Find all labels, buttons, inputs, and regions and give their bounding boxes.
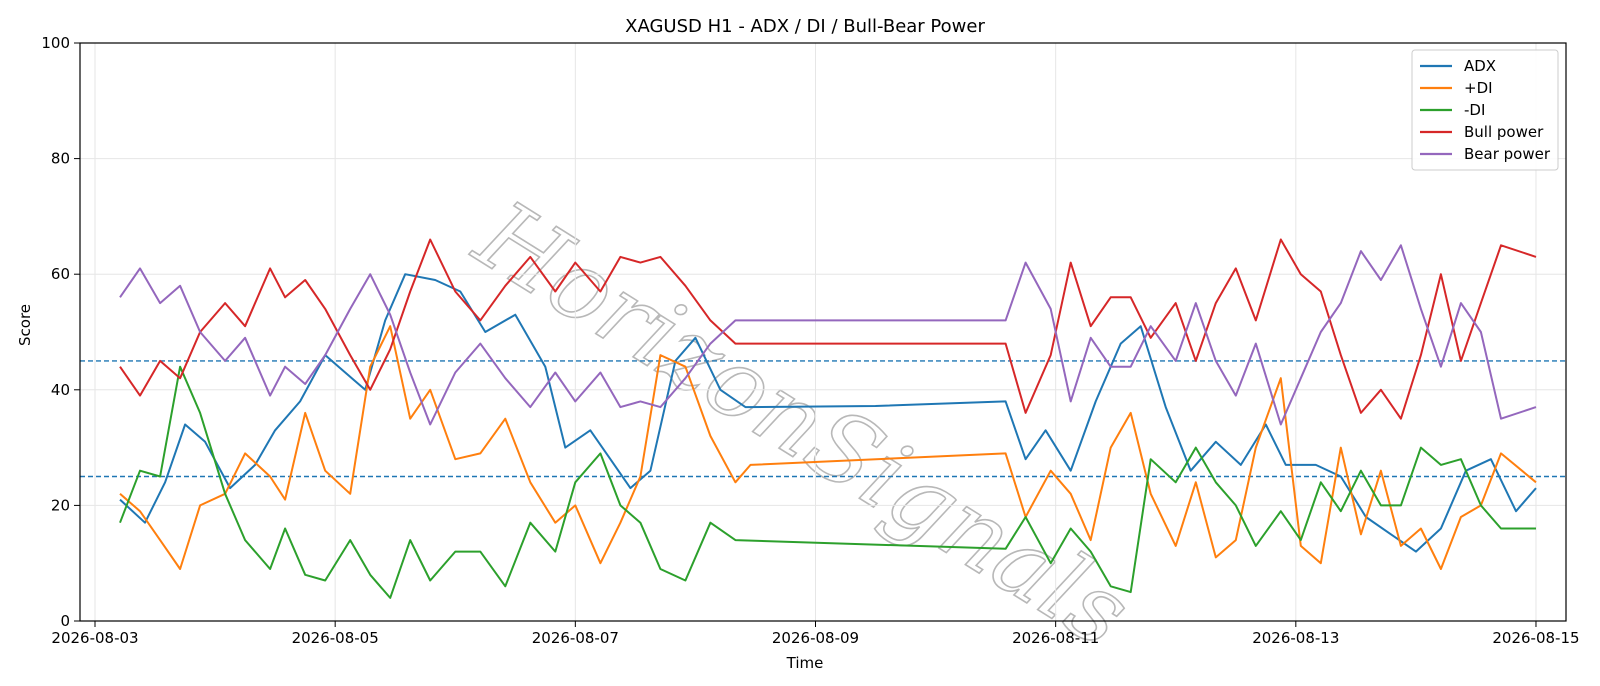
y-tick-label: 40 [51,381,70,399]
x-tick-label: 2026-08-15 [1492,629,1579,647]
grid [80,42,1566,622]
legend: ADX +DI -DI Bull power Bear power [1411,49,1559,171]
y-tick-label: 20 [51,496,70,514]
plot-area [79,42,1567,622]
x-tick-label: 2026-08-03 [51,629,138,647]
legend-label: ADX [1464,57,1496,75]
series-line-di [119,365,1536,599]
legend-label: Bear power [1464,145,1551,163]
series-line-bear-power [119,244,1537,426]
x-tick-label: 2026-08-05 [292,629,379,647]
y-tick-label: 60 [51,265,70,283]
legend-box [1411,49,1559,171]
series-line-bull-power [119,238,1537,420]
series-line-adx [119,273,1537,553]
x-axis-title: Time [786,654,824,672]
x-tick-label: 2026-08-07 [532,629,619,647]
legend-label: -DI [1464,101,1485,119]
y-tick-label: 0 [60,612,70,630]
x-tick-label: 2026-08-13 [1252,629,1339,647]
series-lines [119,238,1537,599]
x-axis: 2026-08-03 2026-08-05 2026-08-07 2026-08-09… [51,621,1580,647]
legend-label: Bull power [1464,123,1544,141]
x-tick-label: 2026-08-09 [772,629,859,647]
series-line-di [119,325,1537,570]
chart-title: XAGUSD H1 - ADX / DI / Bull-Bear Power [625,16,985,37]
y-tick-label: 100 [41,34,70,52]
y-tick-label: 80 [51,150,70,168]
y-axis-title: Score [16,304,34,346]
y-axis: 0 20 40 60 80 100 [41,34,80,630]
x-tick-label: 2026-08-11 [1012,629,1099,647]
legend-label: +DI [1464,79,1493,97]
